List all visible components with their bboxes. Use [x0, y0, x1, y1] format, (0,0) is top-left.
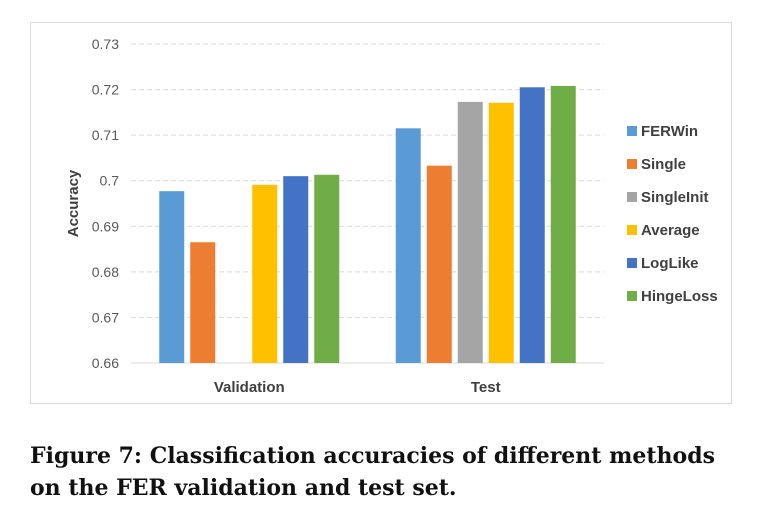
- bar-loglike-test: [519, 87, 545, 364]
- bar-ferwin-validation: [159, 191, 185, 363]
- y-tick-label: 0.69: [92, 218, 119, 234]
- y-tick-label: 0.67: [92, 309, 119, 325]
- legend-label-singleinit: SingleInit: [641, 189, 709, 206]
- legend-label-single: Single: [641, 156, 686, 173]
- legend-swatch-hingeloss: [627, 291, 637, 301]
- bar-singleinit-test: [457, 101, 483, 363]
- bar-hingeloss-validation: [314, 174, 340, 363]
- legend-swatch-single: [627, 159, 637, 169]
- legend-swatch-ferwin: [627, 126, 637, 136]
- y-axis-label: Accuracy: [65, 169, 82, 237]
- legend-swatch-average: [627, 225, 637, 235]
- bar-single-test: [426, 165, 452, 363]
- legend-label-loglike: LogLike: [641, 255, 699, 272]
- legend-label-hingeloss: HingeLoss: [641, 288, 718, 305]
- bar-chart: 0.66 0.67 0.68 0.69 0.7 0.71 0.72 0.73 Accuracy V…: [65, 36, 718, 396]
- bar-single-validation: [190, 242, 216, 363]
- x-category-label: Validation: [214, 379, 285, 396]
- bar-ferwin-test: [395, 128, 421, 363]
- bar-average-validation: [252, 184, 278, 363]
- y-tick-label: 0.73: [92, 36, 119, 52]
- y-tick-label: 0.71: [92, 127, 119, 143]
- x-category-label: Test: [471, 379, 501, 396]
- legend-swatch-singleinit: [627, 192, 637, 202]
- y-tick-label: 0.7: [100, 173, 120, 189]
- chart-frame: 0.66 0.67 0.68 0.69 0.7 0.71 0.72 0.73 Accuracy V…: [30, 22, 732, 404]
- legend-label-ferwin: FERWin: [641, 123, 698, 140]
- bar-loglike-validation: [283, 176, 309, 363]
- legend-label-average: Average: [641, 222, 700, 239]
- bar-hingeloss-test: [550, 85, 576, 363]
- legend-swatch-loglike: [627, 258, 637, 268]
- figure-caption: Figure 7: Classification accuracies of d…: [30, 443, 715, 501]
- y-tick-label: 0.66: [92, 355, 119, 371]
- y-tick-label: 0.68: [92, 264, 119, 280]
- y-tick-label: 0.72: [92, 82, 119, 98]
- bar-average-test: [488, 102, 514, 363]
